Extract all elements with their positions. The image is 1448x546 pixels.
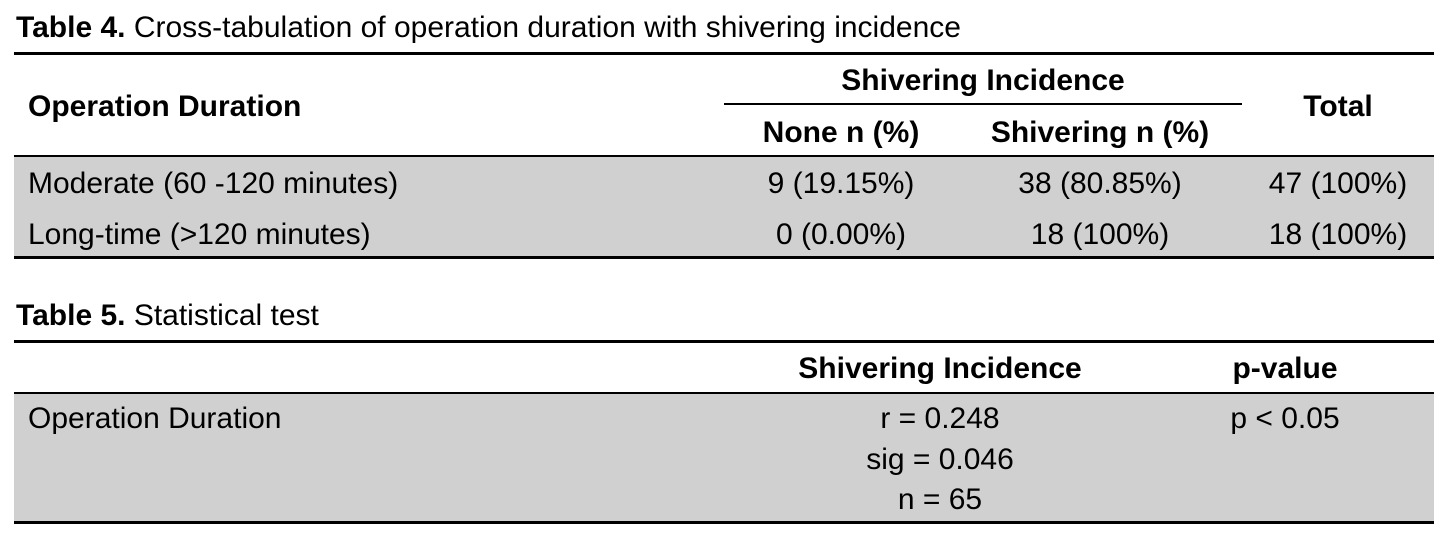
table4-row-total: 18 (100%)	[1268, 218, 1408, 251]
table4-top-rule	[14, 52, 1434, 55]
table4-row-none: 0 (0.00%)	[775, 218, 907, 251]
table4-row-label: Moderate (60 -120 minutes)	[28, 167, 399, 200]
table5-caption: Table 5. Statistical test	[16, 299, 319, 333]
table5-row-n: n = 65	[897, 483, 983, 516]
table5-bottom-rule	[14, 521, 1434, 524]
table5-body-shading	[14, 394, 1434, 521]
table4-caption: Table 4. Cross-tabulation of operation d…	[16, 11, 961, 45]
table4-caption-label: Table 4.	[16, 11, 126, 44]
table5-row-pvalue: p < 0.05	[1230, 402, 1340, 435]
table5-top-rule	[14, 340, 1434, 343]
table4-header-group-label: Shivering Incidence	[841, 64, 1125, 97]
table4-body-shading	[14, 157, 1434, 257]
table4-row-total: 47 (100%)	[1268, 167, 1408, 200]
table4-row-shivering: 18 (100%)	[1030, 218, 1170, 251]
table4-row-shivering: 38 (80.85%)	[1018, 167, 1182, 200]
table5-header-col-pvalue: p-value	[1232, 352, 1338, 385]
table5-caption-label: Table 5.	[16, 299, 126, 332]
table4-group-rule	[724, 103, 1242, 105]
table4-caption-text: Cross-tabulation of operation duration w…	[125, 11, 961, 44]
table5-header-col-shivering: Shivering Incidence	[798, 352, 1082, 385]
table5-header-rule	[14, 392, 1434, 394]
table4-header-col-total: Total	[1303, 90, 1373, 123]
table4-header-rule	[14, 155, 1434, 157]
table5-row-label: Operation Duration	[28, 402, 282, 435]
table4-header-row-label: Operation Duration	[28, 90, 302, 123]
table5-row-r: r = 0.248	[880, 402, 1000, 435]
table4-row-none: 9 (19.15%)	[767, 167, 915, 200]
table4-bottom-rule	[14, 256, 1434, 259]
table4-row-label: Long-time (>120 minutes)	[28, 218, 371, 251]
table4-header-col-shivering: Shivering n (%)	[990, 116, 1210, 149]
table5-row-sig: sig = 0.046	[866, 443, 1014, 476]
table5-caption-text: Statistical test	[125, 299, 319, 332]
table4-header-col-none: None n (%)	[762, 116, 920, 149]
